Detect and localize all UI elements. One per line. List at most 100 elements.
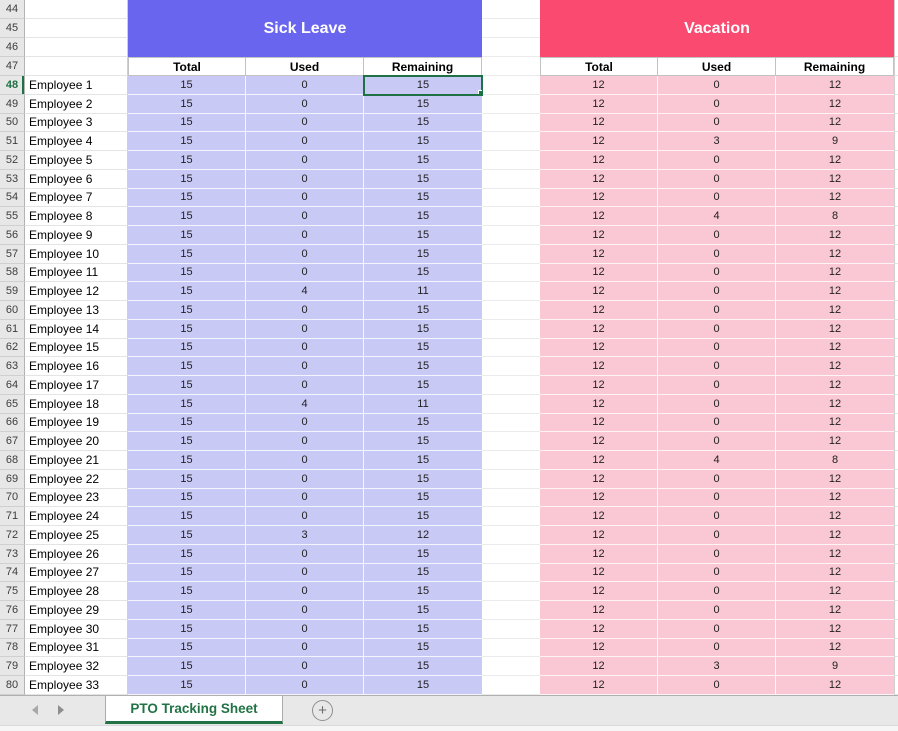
employee-name-cell[interactable]: Employee 17 bbox=[25, 376, 128, 395]
employee-name-cell[interactable]: Employee 19 bbox=[25, 413, 128, 433]
sick-remaining-cell[interactable]: 15 bbox=[364, 413, 482, 433]
vacation-used-cell[interactable]: 0 bbox=[658, 488, 776, 508]
gap-cell[interactable] bbox=[482, 657, 540, 676]
row-number[interactable]: 62 bbox=[0, 338, 25, 358]
vacation-total-cell[interactable]: 12 bbox=[540, 451, 658, 470]
vacation-total-cell[interactable]: 12 bbox=[540, 357, 658, 376]
gap-cell[interactable] bbox=[482, 526, 540, 545]
employee-name-cell[interactable]: Employee 13 bbox=[25, 301, 128, 320]
row-number[interactable]: 44 bbox=[0, 0, 25, 19]
sick-used-cell[interactable]: 0 bbox=[246, 619, 364, 639]
employee-name-cell[interactable]: Employee 5 bbox=[25, 151, 128, 170]
employee-name-cell[interactable]: Employee 29 bbox=[25, 601, 128, 620]
vacation-used-cell[interactable]: 0 bbox=[658, 188, 776, 208]
sick-remaining-cell[interactable]: 15 bbox=[364, 601, 482, 620]
sick-total-cell[interactable]: 15 bbox=[128, 76, 246, 95]
employee-name-cell[interactable]: Employee 9 bbox=[25, 226, 128, 245]
row-number[interactable]: 63 bbox=[0, 357, 25, 376]
sick-remaining-cell[interactable]: 15 bbox=[364, 188, 482, 208]
gap-cell[interactable] bbox=[482, 113, 540, 133]
employee-name-cell[interactable]: Employee 15 bbox=[25, 338, 128, 358]
row-number[interactable]: 72 bbox=[0, 526, 25, 545]
row-number[interactable]: 73 bbox=[0, 544, 25, 564]
sick-remaining-cell[interactable]: 15 bbox=[364, 657, 482, 676]
employee-name-cell[interactable]: Employee 24 bbox=[25, 507, 128, 526]
vacation-used-cell[interactable]: 0 bbox=[658, 394, 776, 414]
vacation-remaining-cell[interactable]: 12 bbox=[776, 526, 894, 545]
vacation-total-cell[interactable]: 12 bbox=[540, 319, 658, 339]
sick-used-cell[interactable]: 0 bbox=[246, 188, 364, 208]
vacation-remaining-cell[interactable]: 12 bbox=[776, 226, 894, 245]
vacation-used-cell[interactable]: 0 bbox=[658, 469, 776, 489]
vacation-remaining-cell[interactable]: 12 bbox=[776, 507, 894, 526]
vacation-total-cell[interactable]: 12 bbox=[540, 544, 658, 564]
sick-remaining-cell[interactable]: 15 bbox=[364, 469, 482, 489]
row-number[interactable]: 80 bbox=[0, 676, 25, 695]
sick-remaining-cell[interactable]: 15 bbox=[364, 244, 482, 264]
employee-name-cell[interactable]: Employee 18 bbox=[25, 394, 128, 414]
gap-cell[interactable] bbox=[482, 638, 540, 658]
vacation-remaining-cell[interactable]: 12 bbox=[776, 113, 894, 133]
sick-total-cell[interactable]: 15 bbox=[128, 94, 246, 114]
sick-used-cell[interactable]: 0 bbox=[246, 413, 364, 433]
row-number[interactable]: 67 bbox=[0, 432, 25, 451]
sick-remaining-cell[interactable]: 15 bbox=[364, 619, 482, 639]
gap-cell[interactable] bbox=[482, 94, 540, 114]
vacation-total-cell[interactable]: 12 bbox=[540, 657, 658, 676]
sick-remaining-cell[interactable]: 15 bbox=[364, 113, 482, 133]
vacation-used-cell[interactable]: 0 bbox=[658, 507, 776, 526]
vacation-total-cell[interactable]: 12 bbox=[540, 563, 658, 583]
employee-name-cell[interactable]: Employee 21 bbox=[25, 451, 128, 470]
sick-total-cell[interactable]: 15 bbox=[128, 451, 246, 470]
sick-used-cell[interactable]: 0 bbox=[246, 301, 364, 320]
vacation-used-cell[interactable]: 0 bbox=[658, 563, 776, 583]
sick-used-cell[interactable]: 0 bbox=[246, 76, 364, 95]
vacation-remaining-cell[interactable]: 12 bbox=[776, 263, 894, 283]
sick-total-cell[interactable]: 15 bbox=[128, 244, 246, 264]
sick-total-cell[interactable]: 15 bbox=[128, 376, 246, 395]
gap-cell[interactable] bbox=[482, 507, 540, 526]
gap-cell[interactable] bbox=[482, 263, 540, 283]
employee-name-cell[interactable]: Employee 3 bbox=[25, 113, 128, 133]
sick-used-cell[interactable]: 3 bbox=[246, 526, 364, 545]
vacation-total-cell[interactable]: 12 bbox=[540, 432, 658, 451]
sick-total-cell[interactable]: 15 bbox=[128, 432, 246, 451]
employee-name-cell[interactable]: Employee 27 bbox=[25, 563, 128, 583]
vacation-total-cell[interactable]: 12 bbox=[540, 376, 658, 395]
previous-sheet-arrow-icon[interactable] bbox=[32, 705, 38, 715]
vacation-used-cell[interactable]: 0 bbox=[658, 113, 776, 133]
vacation-used-cell[interactable]: 0 bbox=[658, 432, 776, 451]
vacation-remaining-cell[interactable]: 9 bbox=[776, 132, 894, 151]
vacation-total-cell[interactable]: 12 bbox=[540, 526, 658, 545]
employee-name-cell[interactable]: Employee 10 bbox=[25, 244, 128, 264]
gap-cell[interactable] bbox=[482, 432, 540, 451]
gap-cell[interactable] bbox=[482, 619, 540, 639]
sick-remaining-cell[interactable]: 15 bbox=[364, 319, 482, 339]
vacation-used-cell[interactable]: 0 bbox=[658, 319, 776, 339]
sick-total-cell[interactable]: 15 bbox=[128, 263, 246, 283]
vacation-used-cell[interactable]: 0 bbox=[658, 244, 776, 264]
vacation-remaining-cell[interactable]: 12 bbox=[776, 338, 894, 358]
vacation-used-cell[interactable]: 4 bbox=[658, 451, 776, 470]
vacation-remaining-cell[interactable]: 12 bbox=[776, 319, 894, 339]
sick-remaining-cell[interactable]: 15 bbox=[364, 263, 482, 283]
gap-cell[interactable] bbox=[482, 226, 540, 245]
sick-total-cell[interactable]: 15 bbox=[128, 169, 246, 189]
vacation-used-cell[interactable]: 0 bbox=[658, 282, 776, 301]
row-number[interactable]: 46 bbox=[0, 38, 25, 57]
sick-remaining-cell[interactable]: 15 bbox=[364, 226, 482, 245]
row-number[interactable]: 54 bbox=[0, 188, 25, 208]
row-number[interactable]: 66 bbox=[0, 413, 25, 433]
gap-cell[interactable] bbox=[482, 544, 540, 564]
vacation-used-cell[interactable]: 0 bbox=[658, 357, 776, 376]
vacation-total-cell[interactable]: 12 bbox=[540, 94, 658, 114]
sick-remaining-cell[interactable]: 15 bbox=[364, 151, 482, 170]
gap-cell[interactable] bbox=[482, 451, 540, 470]
employee-name-cell[interactable]: Employee 12 bbox=[25, 282, 128, 301]
employee-name-cell[interactable]: Employee 14 bbox=[25, 319, 128, 339]
sick-remaining-cell[interactable]: 15 bbox=[364, 451, 482, 470]
sick-used-cell[interactable]: 0 bbox=[246, 657, 364, 676]
row-number[interactable]: 64 bbox=[0, 376, 25, 395]
row-number[interactable]: 56 bbox=[0, 226, 25, 245]
sick-remaining-cell[interactable]: 15 bbox=[364, 563, 482, 583]
